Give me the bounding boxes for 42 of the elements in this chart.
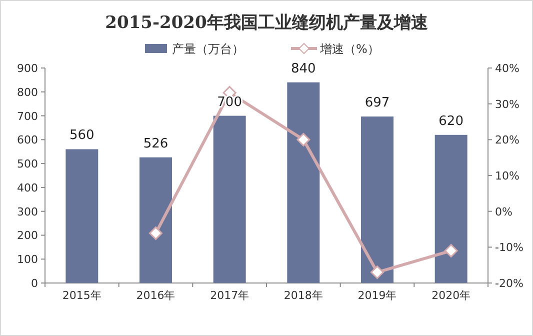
x-tick-label: 2017年 (210, 289, 250, 302)
y-tick-label: 700 (17, 110, 38, 123)
y-tick-label: 300 (17, 205, 38, 218)
y2-tick-label: 40% (495, 62, 520, 75)
y-tick-label: 0 (31, 277, 38, 290)
data-label: 697 (364, 95, 390, 110)
y2-tick-label: 30% (495, 98, 520, 111)
y-tick-label: 200 (17, 229, 38, 242)
point (149, 226, 162, 240)
bar (434, 134, 468, 283)
bar (140, 157, 172, 283)
x-tick-label: 2015年 (62, 289, 102, 302)
y2-tick-label: 0% (495, 205, 512, 218)
data-label: 840 (291, 61, 316, 76)
bar (213, 116, 246, 283)
y-tick-label: 600 (17, 134, 38, 147)
x-tick-label: 2020年 (432, 289, 471, 302)
bar (361, 116, 394, 283)
legend-label: 产量（万台） (172, 42, 244, 56)
x-tick-label: 2019年 (358, 289, 397, 302)
y-tick-label: 100 (17, 253, 38, 266)
y-tick-label: 900 (17, 62, 38, 75)
point (444, 244, 458, 258)
y2-tick-label: 20% (495, 134, 520, 147)
legend-label: 增速（%） (319, 42, 380, 56)
bar (66, 149, 98, 283)
y-tick-label: 400 (17, 181, 38, 194)
data-label: 700 (217, 94, 242, 110)
chart-title: 2015-2020年我国工业缝纫机产量及增速 (105, 13, 428, 33)
y2-tick-label: -20% (495, 277, 524, 290)
y-tick-label: 500 (17, 158, 38, 171)
x-tick-label: 2016年 (136, 289, 176, 302)
y-tick-label: 800 (17, 86, 38, 99)
y2-tick-label: 10% (495, 170, 520, 182)
data-label: 620 (438, 114, 464, 129)
y2-tick-label: -10% (495, 241, 524, 254)
bar (287, 82, 320, 283)
point (296, 132, 310, 146)
point (370, 266, 384, 279)
data-label: 560 (70, 128, 94, 144)
x-tick-label: 2018年 (284, 289, 323, 302)
data-label: 526 (143, 136, 168, 152)
